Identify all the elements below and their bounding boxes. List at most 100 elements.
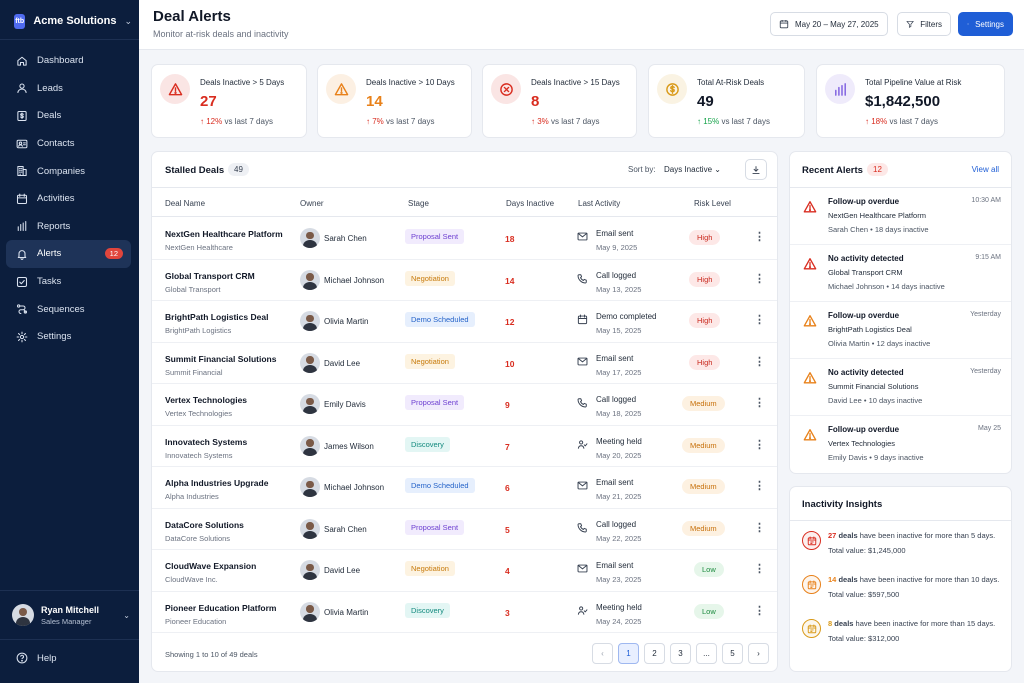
page-button[interactable]: 3 (670, 643, 691, 664)
more-vertical-icon[interactable]: ⋮ (754, 521, 765, 534)
meeting-icon (577, 605, 588, 615)
activity-text: Email sent (596, 353, 634, 363)
table-row[interactable]: DataCore Solutions DataCore Solutions Sara… (152, 509, 777, 550)
stalled-deals-title: Stalled Deals (165, 165, 225, 176)
avatar (300, 352, 320, 373)
user-menu[interactable]: Ryan Mitchell Sales Manager ⌄ (12, 602, 130, 628)
more-vertical-icon[interactable]: ⋮ (754, 563, 765, 575)
table-row[interactable]: Pioneer Education Platform Pioneer Educat… (152, 592, 777, 633)
alert-item[interactable]: Follow-up overdue NextGen Healthcare Plat… (790, 188, 1011, 245)
stat-card: Deals Inactive > 10 Days 14 ↑ 7% vs last 7… (317, 64, 472, 138)
sidebar-item-sequences[interactable]: Sequences (6, 295, 131, 323)
risk-badge: High (689, 230, 721, 245)
table-row[interactable]: CloudWave Expansion CloudWave Inc. David L… (152, 550, 777, 592)
deal-name[interactable]: Vertex Technologies (165, 395, 248, 405)
alert-item[interactable]: No activity detected Summit Financial Sol… (790, 359, 1011, 416)
sort-dropdown[interactable]: Days Inactive ⌄ (664, 165, 721, 174)
activity-icon-wrap (577, 271, 588, 283)
days-inactive: 7 (505, 441, 510, 452)
activity-icon-wrap (577, 354, 588, 365)
more-vertical-icon[interactable]: ⋮ (754, 355, 765, 368)
stat-change-pct: 15% (703, 117, 720, 126)
more-vertical-icon[interactable]: ⋮ (754, 438, 765, 451)
risk-badge: Medium (682, 520, 725, 536)
stat-change: ↑ 15% vs last 7 days (697, 117, 770, 126)
sidebar-item-activities[interactable]: Activities (6, 185, 131, 213)
owner-name: Sarah Chen (324, 234, 367, 243)
alert-item[interactable]: Follow-up overdue BrightPath Logistics De… (790, 302, 1011, 359)
trend-up-icon: ↑ (200, 117, 204, 126)
insight-desc: have been inactive for more than 15 days… (855, 619, 996, 628)
sidebar-item-dashboard[interactable]: Dashboard (6, 47, 131, 75)
more-vertical-icon[interactable]: ⋮ (754, 397, 765, 409)
prev-page-button[interactable]: ‹ (592, 643, 613, 664)
table-row[interactable]: BrightPath Logistics Deal BrightPath Logi… (152, 301, 777, 343)
deal-name[interactable]: CloudWave Expansion (165, 561, 257, 571)
sidebar-item-deals[interactable]: Deals (6, 102, 131, 130)
table-row[interactable]: Alpha Industries Upgrade Alpha Industries… (152, 467, 777, 509)
settings-button[interactable]: Settings (958, 12, 1013, 36)
alert-title: Follow-up overdue (828, 197, 900, 206)
table-row[interactable]: NextGen Healthcare Platform NextGen Healt… (152, 218, 777, 260)
clock-calendar-icon (807, 623, 816, 633)
more-vertical-icon[interactable]: ⋮ (754, 480, 765, 492)
stat-change: ↑ 12% vs last 7 days (200, 117, 273, 126)
deal-name[interactable]: Pioneer Education Platform (165, 602, 277, 613)
sidebar-item-tasks[interactable]: Tasks (6, 268, 131, 296)
mail-icon (577, 481, 588, 490)
help-link[interactable]: Help (16, 652, 57, 664)
col-last-activity[interactable]: Last Activity (578, 199, 621, 208)
alert-item[interactable]: Follow-up overdue Vertex Technologies Emil… (790, 416, 1011, 472)
col-stage[interactable]: Stage (408, 199, 429, 208)
days-inactive: 9 (505, 400, 510, 410)
deal-name[interactable]: BrightPath Logistics Deal (165, 312, 269, 322)
sidebar-item-leads[interactable]: Leads (6, 75, 131, 103)
alert-item[interactable]: No activity detected Global Transport CRM… (790, 245, 1011, 302)
download-button[interactable] (745, 159, 767, 180)
gear-icon (16, 331, 28, 343)
deal-name[interactable]: DataCore Solutions (165, 519, 244, 530)
risk-badge: High (689, 271, 721, 287)
more-vertical-icon[interactable]: ⋮ (754, 314, 765, 326)
stat-card: Deals Inactive > 5 Days 27 ↑ 12% vs last 7… (151, 64, 307, 138)
deal-name[interactable]: Innovatech Systems (165, 436, 248, 447)
sidebar-item-reports[interactable]: Reports (6, 213, 131, 241)
sidebar-item-alerts[interactable]: Alerts 12 (6, 240, 131, 268)
sidebar-item-contacts[interactable]: Contacts (6, 130, 131, 158)
filters-button[interactable]: Filters (897, 12, 951, 36)
date-range-button[interactable]: May 20 – May 27, 2025 (770, 12, 888, 36)
sidebar-item-label: Reports (37, 220, 71, 232)
more-vertical-icon[interactable]: ⋮ (754, 231, 765, 243)
table-row[interactable]: Global Transport CRM Global Transport Mich… (152, 260, 777, 301)
dollar-doc-icon (17, 110, 27, 122)
more-vertical-icon[interactable]: ⋮ (754, 604, 765, 617)
nav-icon-wrap (16, 82, 28, 94)
activity-text: Email sent (596, 478, 634, 487)
deal-name[interactable]: NextGen Healthcare Platform (165, 229, 283, 239)
page-button[interactable]: 1 (618, 643, 639, 664)
col-deal-name[interactable]: Deal Name (165, 199, 206, 208)
page-button[interactable]: 2 (644, 643, 665, 664)
table-row[interactable]: Vertex Technologies Vertex Technologies Em… (152, 384, 777, 426)
sidebar: ftb Acme Solutions ⌄ Dashboard Leads Deals… (0, 0, 139, 683)
deal-name[interactable]: Global Transport CRM (165, 270, 255, 281)
alert-deal: Summit Financial Solutions (828, 382, 919, 391)
col-risk-level[interactable]: Risk Level (694, 199, 731, 208)
view-all-link[interactable]: View all (971, 165, 999, 174)
deal-name[interactable]: Alpha Industries Upgrade (165, 478, 269, 488)
sidebar-item-companies[interactable]: Companies (6, 157, 131, 185)
deal-name[interactable]: Summit Financial Solutions (165, 353, 277, 364)
risk-badge: Medium (682, 479, 725, 494)
table-row[interactable]: Innovatech Systems Innovatech Systems Jame… (152, 426, 777, 467)
table-row[interactable]: Summit Financial Solutions Summit Financi… (152, 343, 777, 384)
workspace-switcher[interactable]: ftb Acme Solutions ⌄ (14, 11, 132, 31)
warning-triangle-icon (803, 372, 817, 384)
col-owner[interactable]: Owner (300, 199, 324, 208)
stat-change-suffix: vs last 7 days (551, 117, 600, 126)
page-button[interactable]: ... (696, 643, 717, 664)
sidebar-item-settings[interactable]: Settings (6, 323, 131, 351)
more-vertical-icon[interactable]: ⋮ (754, 272, 765, 285)
col-days-inactive[interactable]: Days Inactive (506, 199, 555, 208)
next-page-button[interactable]: › (748, 643, 769, 664)
page-button[interactable]: 5 (722, 643, 743, 664)
